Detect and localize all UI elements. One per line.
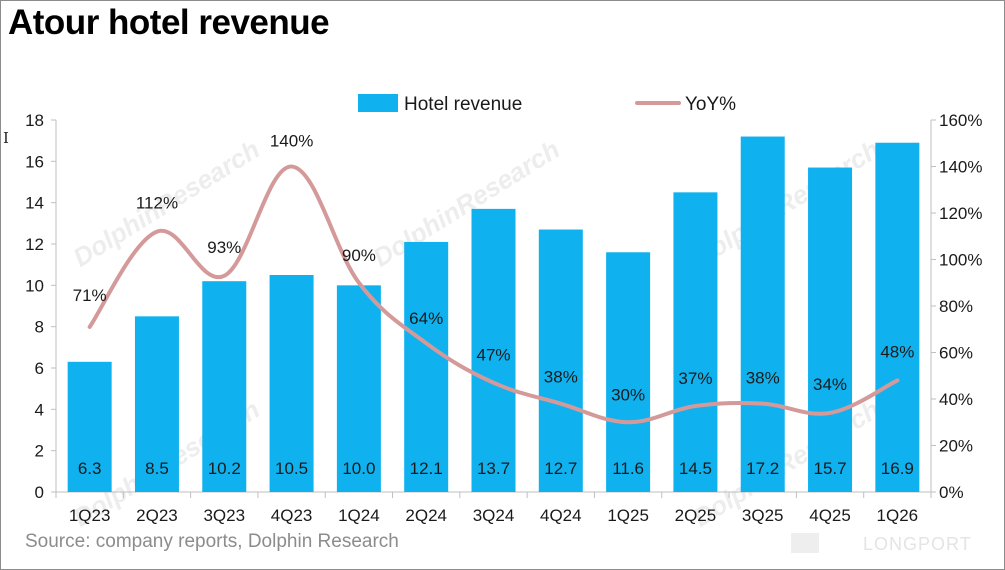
yoy-value-label: 48% — [880, 342, 914, 361]
yoy-series-line — [87, 164, 900, 425]
revenue-bar — [202, 281, 247, 492]
yoy-value-label: 112% — [136, 194, 178, 213]
right-tick-label: 120% — [939, 204, 982, 223]
bar-value-label: 10.0 — [342, 459, 375, 478]
bar-value-label: 14.5 — [679, 459, 712, 478]
brand-mark-icon — [791, 533, 819, 553]
left-tick-label: 10 — [25, 276, 44, 295]
brand-logo: LONGPORT — [791, 533, 972, 554]
revenue-bar — [673, 192, 718, 493]
right-tick-label: 20% — [939, 437, 973, 456]
x-tick-label: 4Q23 — [271, 506, 313, 525]
legend-label-revenue: Hotel revenue — [404, 94, 522, 115]
right-tick-label: 160% — [939, 111, 982, 130]
x-tick-label: 1Q24 — [338, 506, 380, 525]
chart-axes: 0 2 4 6 8 10 12 14 16 18 0% 20% 40% 60% 80% 100% 120% 140… — [25, 111, 982, 525]
left-tick-label: 0 — [35, 483, 44, 502]
x-tick-label: 3Q24 — [473, 506, 515, 525]
left-tick-label: 2 — [35, 442, 44, 461]
bar-value-label: 13.7 — [477, 459, 510, 478]
right-tick-label: 0% — [939, 483, 964, 502]
right-tick-label: 100% — [939, 251, 982, 270]
x-tick-label: 2Q23 — [136, 506, 178, 525]
revenue-bars: 6.3 8.5 10.2 10.5 10.0 12.1 13.7 12.7 11.6 14.5 17… — [67, 136, 920, 493]
bar-value-label: 15.7 — [813, 459, 846, 478]
revenue-bar — [269, 275, 314, 492]
right-tick-label: 140% — [939, 158, 982, 177]
bar-value-label: 17.2 — [746, 459, 779, 478]
bar-value-label: 12.7 — [544, 459, 577, 478]
left-tick-label: 6 — [35, 359, 44, 378]
bar-value-label: 6.3 — [78, 459, 102, 478]
page-title: Atour hotel revenue — [8, 3, 330, 42]
bar-value-label: 10.2 — [208, 459, 241, 478]
left-tick-label: 4 — [35, 400, 44, 419]
yoy-value-label: 47% — [476, 346, 510, 365]
bar-value-label: 11.6 — [612, 459, 644, 478]
x-tick-label: 2Q25 — [675, 506, 717, 525]
revenue-bar — [336, 285, 381, 492]
revenue-bar — [606, 252, 651, 492]
yoy-value-label: 38% — [544, 368, 578, 387]
left-tick-label: 14 — [25, 194, 44, 213]
left-tick-label: 16 — [25, 152, 44, 171]
x-tick-label: 1Q25 — [607, 506, 649, 525]
legend-swatch-revenue — [358, 94, 398, 112]
bar-value-label: 8.5 — [145, 459, 169, 478]
watermark-text: DolphinResearch — [368, 134, 565, 273]
yoy-value-label: 90% — [342, 246, 376, 265]
right-tick-label: 80% — [939, 297, 973, 316]
yoy-value-label: 93% — [207, 238, 241, 257]
x-tick-label: 4Q24 — [540, 506, 582, 525]
revenue-bar — [875, 142, 920, 492]
right-tick-label: 60% — [939, 344, 973, 363]
yoy-line-layer: 71% 112% 93% 140% 90% 64% 47% 38% 30% 37% 38% 34% 48… — [73, 132, 914, 425]
x-tick-label: 2Q24 — [405, 506, 447, 525]
right-tick-label: 40% — [939, 390, 973, 409]
yoy-value-label: 38% — [746, 369, 780, 388]
text-cursor-icon: I — [3, 129, 9, 147]
left-tick-label: 18 — [25, 111, 44, 130]
yoy-value-label: 64% — [409, 309, 443, 328]
yoy-value-label: 30% — [611, 385, 645, 404]
x-tick-label: 1Q26 — [877, 506, 919, 525]
revenue-bar — [404, 241, 449, 492]
yoy-value-label: 140% — [270, 132, 313, 151]
legend-label-yoy: YoY% — [685, 94, 736, 115]
yoy-value-label: 37% — [678, 369, 712, 388]
x-tick-label: 3Q23 — [203, 506, 245, 525]
revenue-bar — [538, 229, 583, 493]
left-tick-label: 8 — [35, 318, 44, 337]
bar-value-label: 16.9 — [881, 459, 914, 478]
revenue-bar — [67, 361, 112, 492]
revenue-bar — [740, 136, 785, 493]
x-tick-label: 3Q25 — [742, 506, 784, 525]
yoy-value-label: 34% — [813, 375, 847, 394]
revenue-bar — [471, 208, 516, 492]
source-note: Source: company reports, Dolphin Researc… — [25, 531, 399, 552]
left-tick-label: 12 — [25, 235, 44, 254]
bar-value-label: 12.1 — [410, 459, 443, 478]
brand-text: LONGPORT — [863, 534, 972, 554]
x-tick-label: 4Q25 — [809, 506, 851, 525]
chart-legend: Hotel revenue YoY% — [358, 94, 736, 115]
x-tick-label: 1Q23 — [69, 506, 111, 525]
revenue-bar — [808, 167, 853, 493]
bar-value-label: 10.5 — [275, 459, 308, 478]
yoy-value-label: 71% — [73, 286, 107, 305]
revenue-bar — [134, 316, 179, 492]
